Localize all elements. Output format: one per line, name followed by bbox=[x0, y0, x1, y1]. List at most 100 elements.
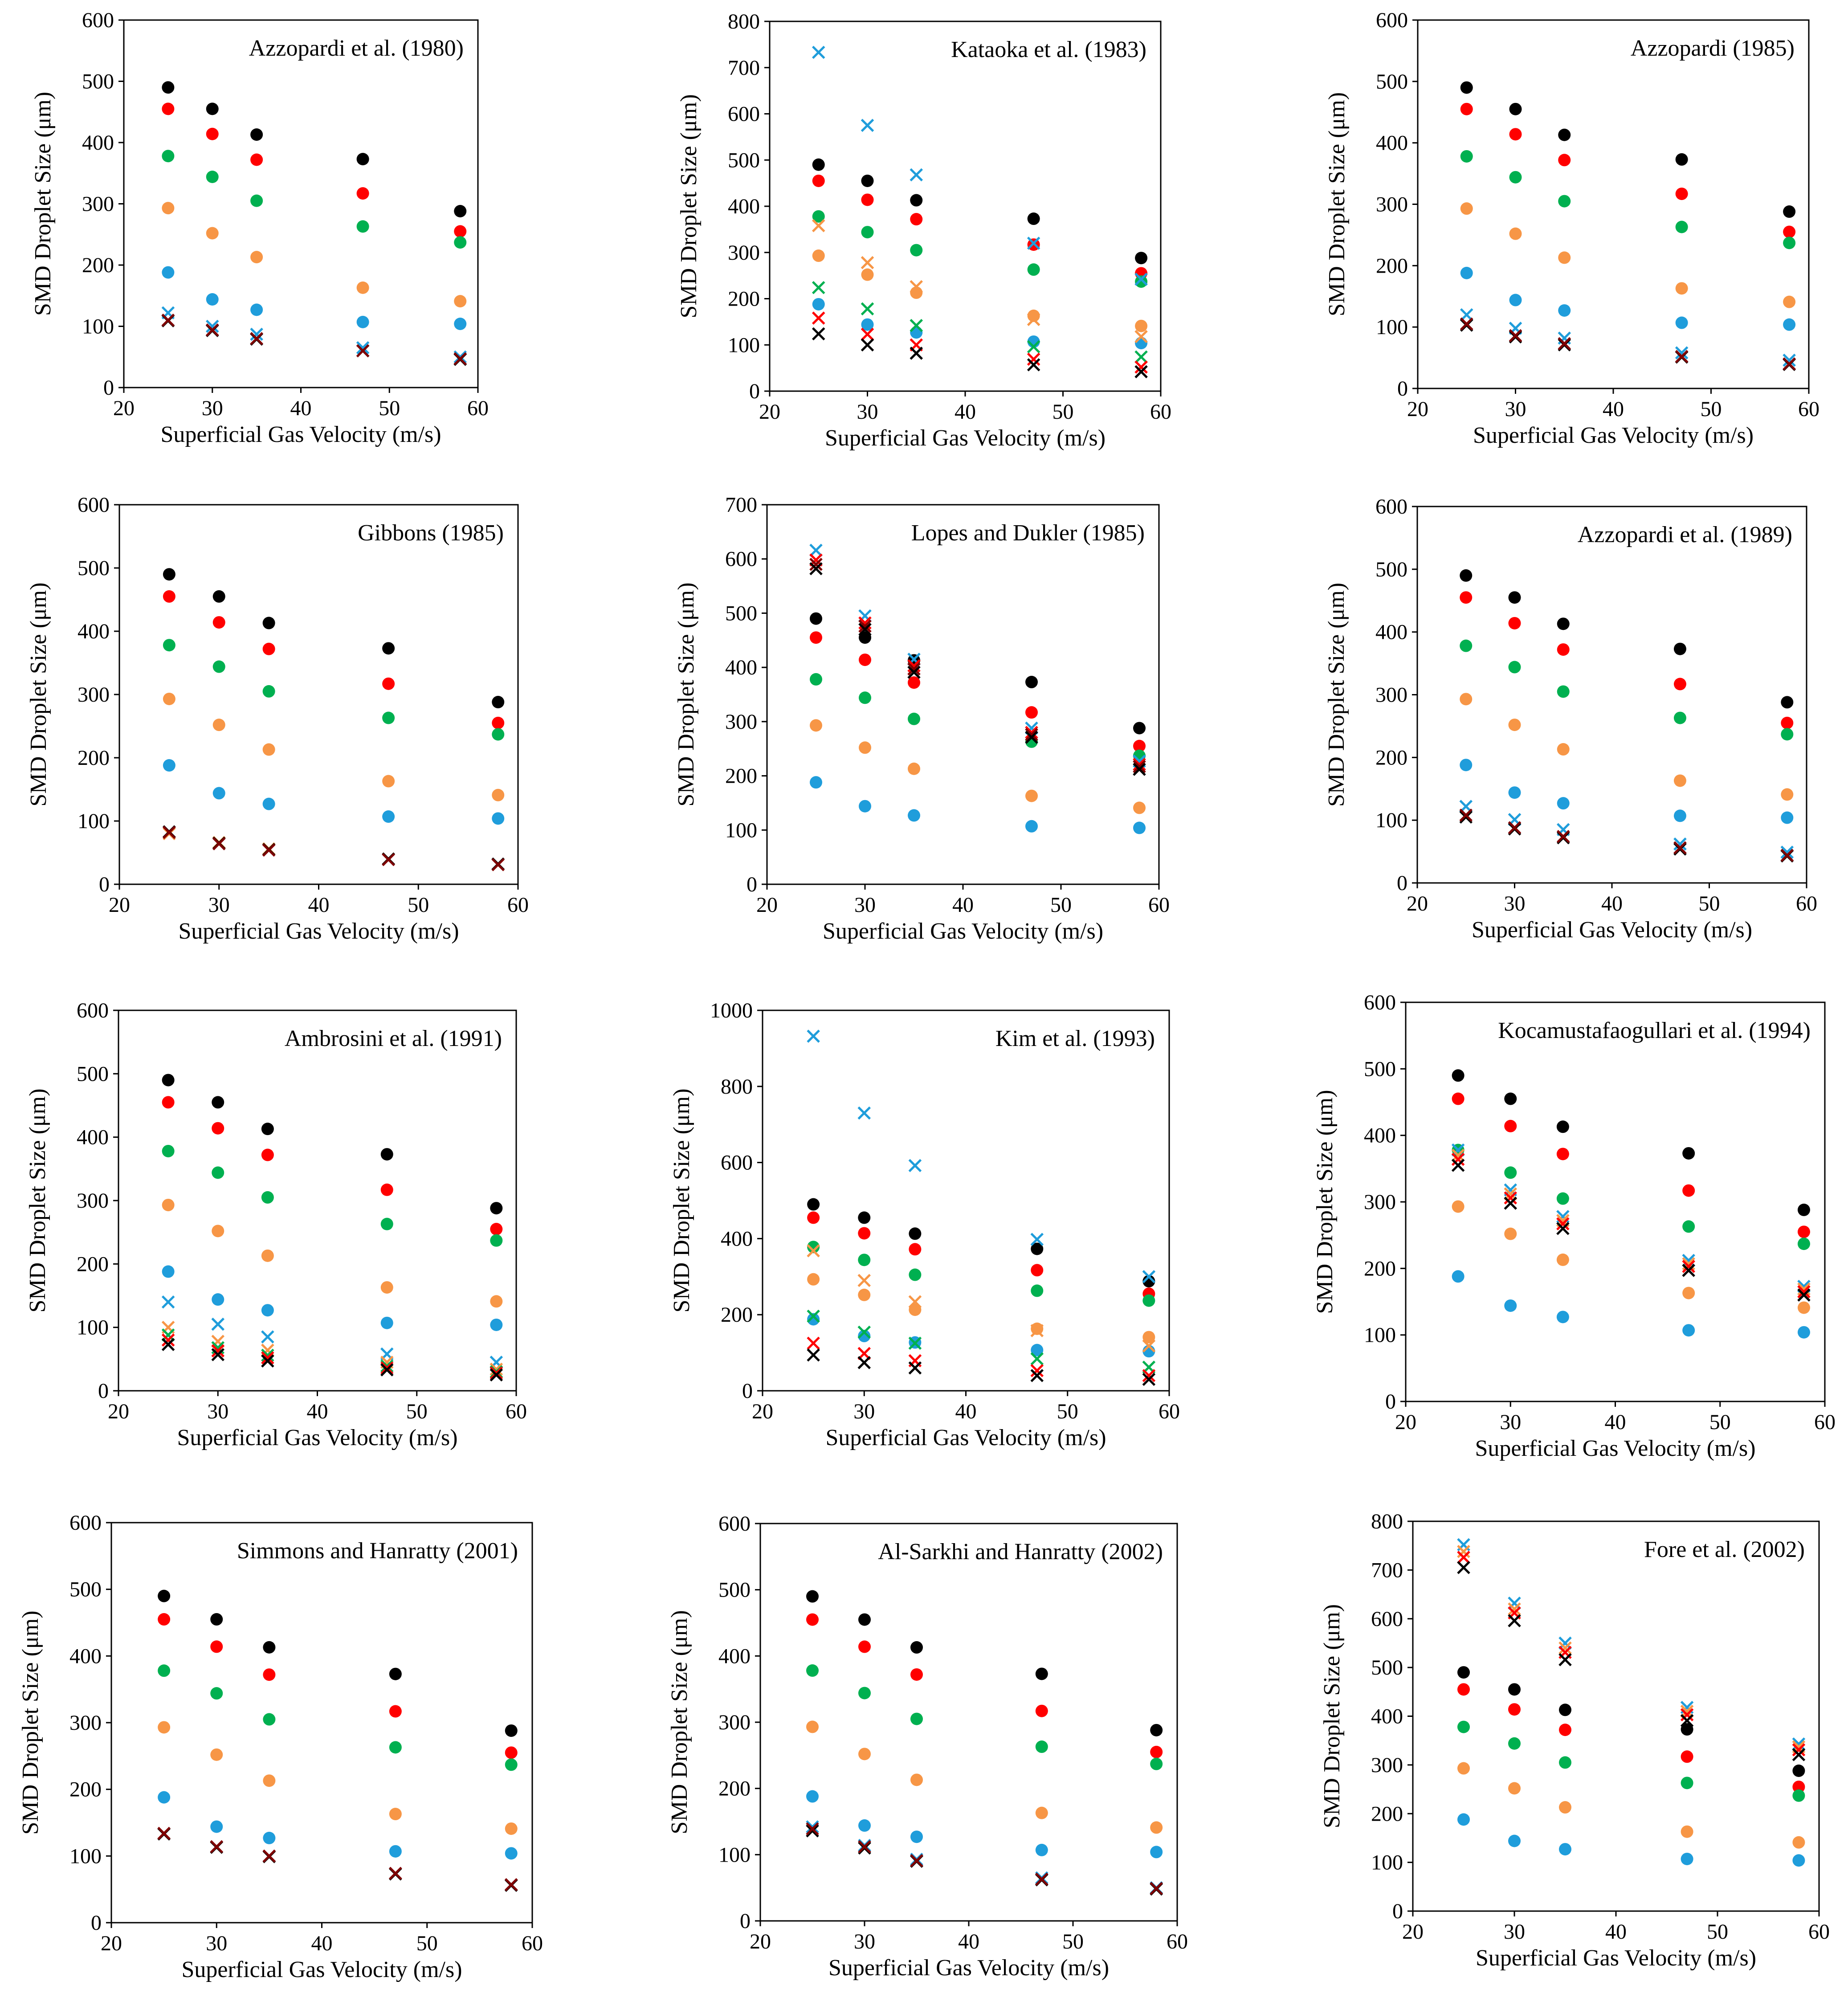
y-axis-title: SMD Droplet Size (μm) bbox=[669, 1088, 694, 1312]
series-measured-2 bbox=[1460, 102, 1796, 238]
data-point bbox=[1508, 1703, 1521, 1716]
series-measured-1 bbox=[1460, 81, 1796, 218]
chart-svg: 0 200 400 600 800 1000 20 30 40 50 60 Superficial G… bbox=[669, 999, 1180, 1450]
x-tick-label: 20 bbox=[1407, 397, 1428, 421]
data-point bbox=[812, 158, 825, 171]
data-point bbox=[389, 1705, 402, 1718]
y-tick-label: 0 bbox=[1392, 1900, 1403, 1923]
data-point bbox=[206, 171, 219, 183]
y-tick-label: 0 bbox=[747, 873, 757, 896]
chart-panel-2: 0 100 200 300 400 500 600 700 800 20 30 40 50 60 Super… bbox=[616, 0, 1232, 494]
data-point bbox=[1027, 309, 1040, 322]
data-point-x bbox=[490, 1366, 503, 1380]
data-point bbox=[858, 1211, 871, 1224]
data-point-x bbox=[861, 118, 874, 132]
data-point-x bbox=[861, 327, 874, 341]
data-point bbox=[163, 590, 175, 603]
data-point-x bbox=[1556, 1221, 1570, 1235]
series-measured-4 bbox=[1460, 693, 1794, 801]
x-tick-label: 50 bbox=[379, 396, 400, 420]
data-point-x bbox=[1682, 1264, 1695, 1277]
y-axis-title: SMD Droplet Size (μm) bbox=[18, 1610, 43, 1834]
chart-svg: 0 100 200 300 400 500 600 20 30 40 50 60 Superficial… bbox=[1324, 495, 1817, 943]
data-point-x bbox=[809, 562, 823, 576]
y-tick-label: 100 bbox=[69, 1844, 102, 1868]
data-point-x bbox=[380, 1361, 394, 1375]
y-axis-title: SMD Droplet Size (μm) bbox=[25, 1088, 50, 1312]
data-point bbox=[1675, 153, 1688, 166]
data-point bbox=[261, 1191, 274, 1204]
x-tick-label: 30 bbox=[202, 396, 223, 420]
series-predicted-1 bbox=[161, 1295, 503, 1369]
data-point-x bbox=[1133, 763, 1146, 776]
data-point bbox=[162, 1096, 175, 1109]
series-measured-4 bbox=[810, 719, 1146, 814]
data-point bbox=[908, 809, 920, 822]
data-point bbox=[162, 102, 175, 115]
data-point bbox=[1673, 809, 1686, 822]
data-point-x bbox=[1504, 1191, 1518, 1205]
series-measured-4 bbox=[158, 1721, 518, 1835]
data-point bbox=[380, 1316, 393, 1329]
x-tick-label: 40 bbox=[1605, 1920, 1627, 1944]
data-point-x bbox=[504, 1878, 518, 1891]
series-predicted-1 bbox=[812, 45, 1148, 286]
y-tick-label: 600 bbox=[1376, 8, 1408, 32]
x-tick-label: 20 bbox=[108, 1400, 129, 1423]
data-point-x bbox=[356, 341, 370, 355]
y-tick-label: 400 bbox=[728, 195, 760, 218]
data-point bbox=[263, 1641, 276, 1654]
data-point bbox=[1797, 1238, 1810, 1250]
data-point bbox=[1460, 693, 1473, 706]
x-tick-label: 30 bbox=[1504, 892, 1526, 915]
series-measured-4 bbox=[806, 1720, 1163, 1834]
data-point bbox=[380, 1148, 393, 1161]
data-point bbox=[210, 1687, 223, 1700]
chart-title: Ambrosini et al. (1991) bbox=[285, 1026, 502, 1051]
y-tick-label: 600 bbox=[725, 547, 757, 571]
x-tick-label: 60 bbox=[1796, 892, 1817, 915]
x-tick-label: 60 bbox=[1167, 1930, 1188, 1953]
data-point bbox=[1559, 1756, 1571, 1769]
series-measured-4 bbox=[162, 202, 467, 308]
series-measured-5 bbox=[1457, 1813, 1805, 1867]
data-point bbox=[858, 1687, 871, 1699]
y-tick-label: 200 bbox=[1371, 1802, 1403, 1826]
series-predicted-1 bbox=[1451, 1143, 1811, 1293]
data-point-x bbox=[453, 352, 467, 366]
data-point bbox=[212, 1122, 224, 1135]
data-point bbox=[1027, 212, 1040, 225]
chart-panel-1: 0 100 200 300 400 500 600 20 30 40 50 60 Superficial… bbox=[0, 0, 616, 494]
data-point bbox=[261, 1249, 274, 1262]
data-point-x bbox=[1030, 1369, 1044, 1382]
series-predicted-1 bbox=[807, 1029, 1156, 1283]
data-point bbox=[909, 1227, 922, 1240]
series-measured-5 bbox=[807, 1313, 1155, 1358]
data-point bbox=[1681, 1723, 1693, 1736]
data-point bbox=[812, 174, 825, 187]
data-point-x bbox=[161, 1295, 175, 1309]
data-point-x bbox=[1134, 330, 1148, 343]
data-point bbox=[909, 1243, 922, 1256]
x-tick-label: 60 bbox=[1159, 1400, 1180, 1423]
y-tick-label: 400 bbox=[1376, 131, 1408, 155]
data-point-x bbox=[809, 558, 823, 571]
data-point bbox=[1558, 304, 1571, 317]
series-predicted-3 bbox=[1459, 809, 1794, 862]
series-predicted-3 bbox=[1457, 1551, 1806, 1757]
data-point bbox=[812, 298, 825, 310]
data-point bbox=[1031, 1322, 1044, 1335]
data-point bbox=[389, 1741, 402, 1754]
series-measured-3 bbox=[163, 639, 505, 741]
data-point bbox=[158, 1721, 171, 1734]
series-predicted-3 bbox=[807, 1309, 1156, 1374]
series-predicted-5 bbox=[807, 1348, 1156, 1386]
data-point-x bbox=[453, 350, 467, 364]
data-point bbox=[1135, 252, 1148, 265]
data-point bbox=[858, 1254, 871, 1266]
series-predicted-4 bbox=[161, 1333, 503, 1380]
series-measured-5 bbox=[810, 776, 1146, 834]
data-point bbox=[1797, 1326, 1810, 1339]
y-tick-label: 300 bbox=[728, 241, 760, 265]
x-tick-label: 50 bbox=[1053, 400, 1074, 424]
